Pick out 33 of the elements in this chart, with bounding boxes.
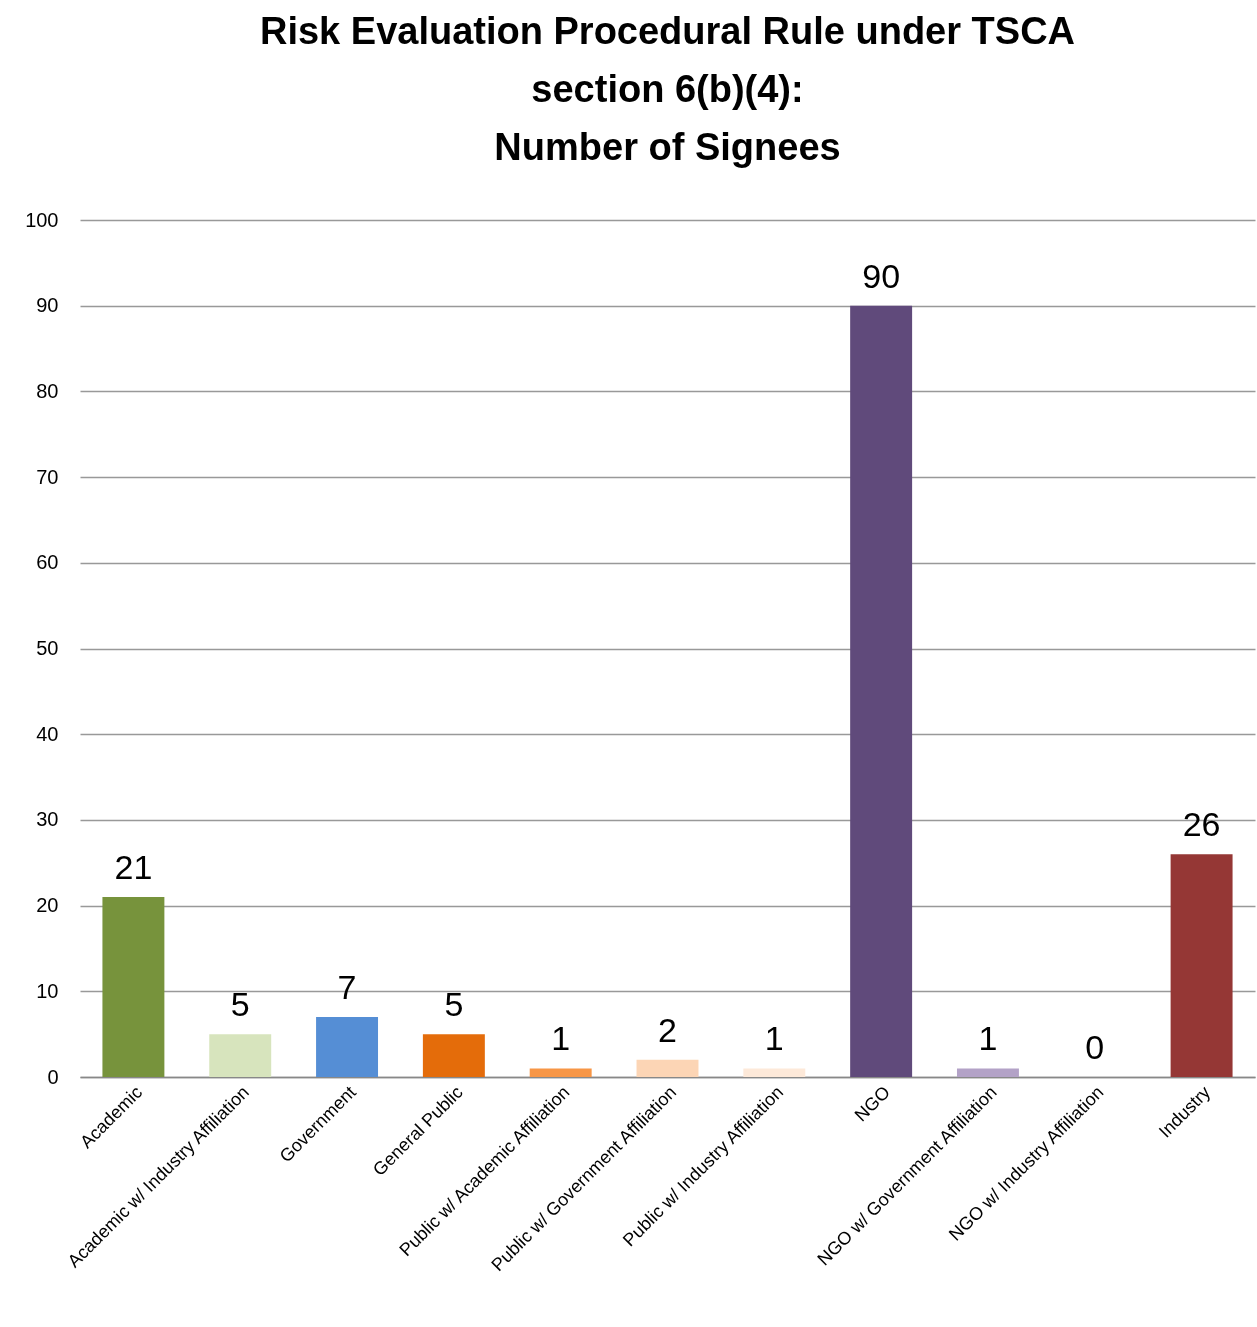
y-tick-label: 100 — [25, 208, 59, 231]
y-tick-label: 90 — [36, 294, 59, 317]
bar — [956, 1068, 1019, 1077]
chart-title: Risk Evaluation Procedural Rule under TSCA section 6(b)(4): Number of Signees — [259, 10, 1076, 168]
y-tick-label: 20 — [36, 894, 59, 917]
y-tick-label: 10 — [36, 979, 59, 1002]
bar — [422, 1034, 485, 1077]
data-label: 5 — [230, 985, 250, 1024]
data-label: 21 — [114, 848, 153, 887]
y-tick-label: 50 — [36, 637, 59, 659]
y-tick-label: 80 — [36, 379, 59, 402]
bar — [316, 1017, 379, 1077]
data-label: 1 — [764, 1019, 784, 1058]
bar — [743, 1068, 806, 1077]
y-tick-label: 60 — [36, 551, 59, 574]
data-label: 2 — [658, 1010, 677, 1049]
bar — [102, 897, 165, 1077]
data-label: 7 — [337, 968, 357, 1007]
y-tick-label: 0 — [47, 1065, 59, 1088]
bar — [209, 1034, 272, 1077]
data-label: 26 — [1182, 805, 1221, 844]
data-label: 1 — [978, 1019, 998, 1058]
y-tick-label: 30 — [36, 808, 59, 831]
y-tick-label: 40 — [36, 722, 59, 745]
bar — [636, 1059, 699, 1077]
data-label: 0 — [1085, 1028, 1105, 1066]
y-tick-label: 70 — [36, 465, 59, 488]
bar — [529, 1068, 592, 1077]
bar — [1170, 854, 1233, 1077]
data-label: 90 — [862, 256, 901, 295]
bar — [850, 305, 913, 1077]
data-label: 1 — [551, 1019, 571, 1058]
data-label: 5 — [444, 985, 464, 1024]
